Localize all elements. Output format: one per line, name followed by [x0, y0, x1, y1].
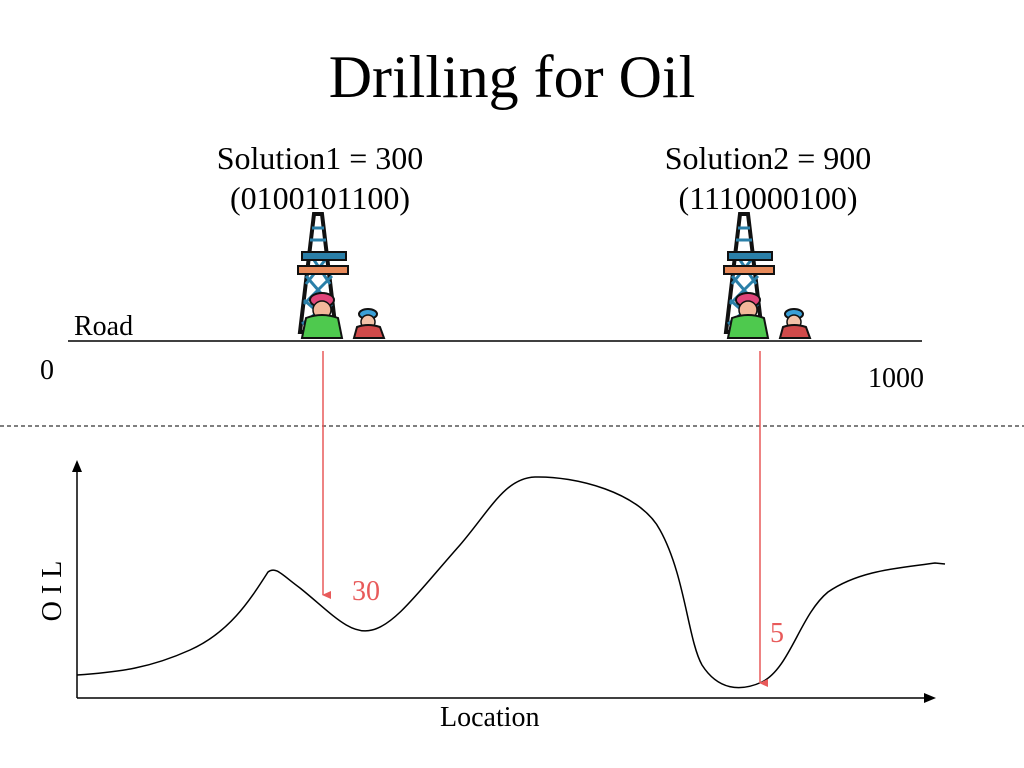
oil-derrick-icon: [296, 212, 386, 340]
road-label: Road: [74, 311, 134, 342]
road-start-label: 0: [40, 355, 54, 386]
x-axis-label: Location: [440, 702, 540, 733]
solution1-label: Solution1 = 300: [216, 140, 424, 176]
oil-curve: [76, 476, 946, 689]
oil-derrick-icon: [722, 212, 812, 340]
solution2-binary: (1110000100): [678, 180, 858, 216]
x-axis-arrowhead: [924, 693, 936, 703]
road-end-label: 1000: [868, 363, 924, 394]
solution2-label: Solution2 = 900: [664, 140, 872, 176]
page-title: Drilling for Oil: [328, 44, 696, 110]
oil-value-solution1: 30: [352, 576, 380, 607]
oil-value-solution2: 5: [770, 618, 784, 649]
solution1-binary: (0100101100): [229, 180, 411, 216]
y-axis-arrowhead: [72, 460, 82, 472]
y-axis-label: O I L: [37, 560, 68, 622]
